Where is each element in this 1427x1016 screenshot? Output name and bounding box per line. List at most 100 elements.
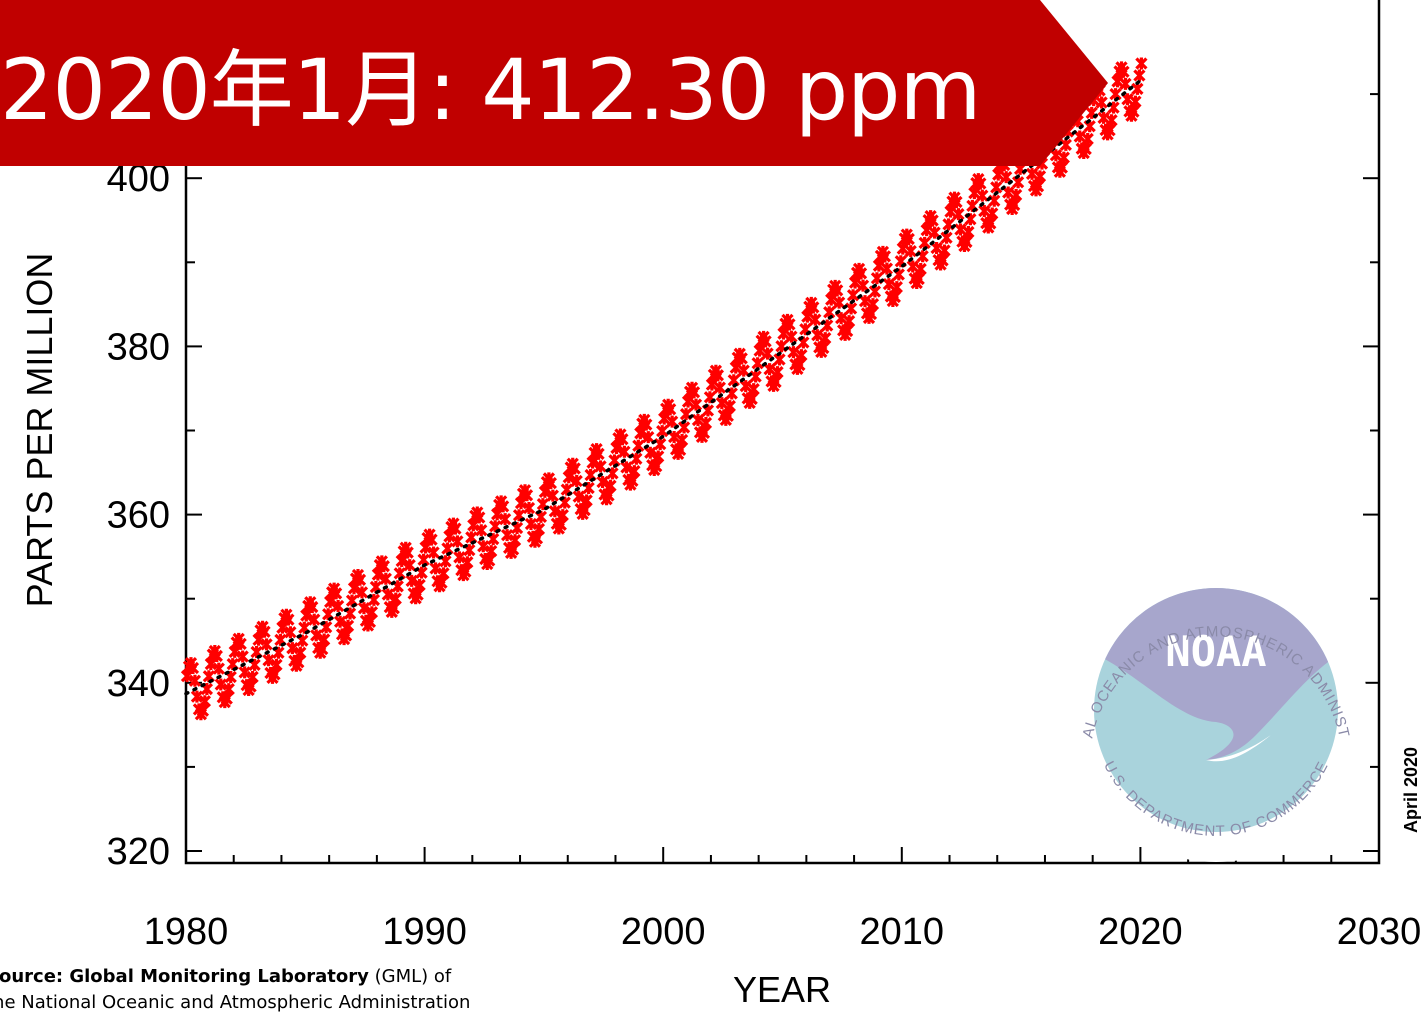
- monthly-mean-point: [840, 324, 854, 338]
- monthly-mean-point: [333, 615, 347, 628]
- monthly-mean-point: [785, 330, 798, 343]
- monthly-mean-point: [238, 666, 251, 679]
- date-stamp: April 2020: [1401, 747, 1421, 833]
- monthly-mean-point: [644, 446, 657, 459]
- monthly-mean-point: [198, 695, 212, 708]
- monthly-mean-point: [377, 560, 390, 573]
- monthly-mean-point: [282, 613, 295, 626]
- monthly-mean-point: [652, 450, 665, 463]
- monthly-mean-point: [882, 278, 896, 291]
- monthly-mean-point: [596, 475, 609, 489]
- x-tick-label: 2010: [860, 911, 945, 953]
- monthly-mean-point: [222, 683, 235, 696]
- monthly-mean-point: [723, 399, 736, 413]
- monthly-mean-point: [363, 615, 377, 628]
- monthly-mean-point: [196, 704, 210, 717]
- monthly-mean-point: [485, 545, 498, 558]
- monthly-mean-point: [844, 302, 858, 315]
- monthly-mean-point: [954, 223, 967, 236]
- monthly-mean-point: [546, 489, 559, 502]
- monthly-mean-point: [365, 606, 379, 619]
- monthly-mean-point: [962, 225, 975, 239]
- monthly-mean-point: [286, 642, 299, 655]
- monthly-mean-point: [429, 562, 442, 575]
- monthly-mean-point: [1025, 167, 1039, 181]
- monthly-mean-point: [329, 587, 343, 600]
- monthly-mean-point: [976, 189, 989, 202]
- monthly-mean-point: [562, 471, 575, 484]
- monthly-mean-point: [341, 619, 355, 633]
- source-note: Source: Global Monitoring Laboratory (GM…: [0, 964, 586, 1016]
- monthly-mean-point: [316, 642, 329, 656]
- monthly-mean-point: [477, 540, 490, 553]
- monthly-mean-point: [1081, 132, 1094, 146]
- monthly-mean-point: [974, 177, 987, 190]
- monthly-mean-point: [668, 430, 681, 444]
- monthly-mean-point: [1073, 130, 1086, 143]
- monthly-mean-point: [435, 576, 448, 589]
- monthly-mean-point: [1119, 77, 1132, 90]
- monthly-mean-point: [902, 232, 915, 246]
- noaa-logo-bird: [1094, 588, 1338, 760]
- monthly-mean-point: [437, 567, 450, 580]
- monthly-mean-point: [355, 586, 369, 599]
- monthly-mean-point: [461, 556, 474, 569]
- monthly-mean-point: [783, 318, 796, 331]
- monthly-mean-point: [473, 511, 486, 524]
- monthly-mean-point: [825, 293, 838, 306]
- monthly-mean-point: [737, 364, 750, 377]
- monthly-mean-point: [729, 361, 742, 374]
- monthly-mean-point: [640, 418, 653, 431]
- monthly-mean-point: [186, 661, 200, 675]
- monthly-mean-point: [506, 543, 520, 556]
- monthly-mean-point: [819, 331, 832, 345]
- monthly-mean-point: [986, 207, 999, 220]
- monthly-mean-point: [739, 379, 752, 393]
- monthly-mean-point: [817, 341, 830, 355]
- monthly-mean-point: [697, 426, 711, 440]
- monthly-mean-point: [854, 267, 868, 280]
- monthly-mean-point: [453, 551, 466, 564]
- monthly-mean-point: [379, 572, 392, 585]
- monthly-mean-point: [687, 386, 701, 399]
- monthly-mean-point: [715, 396, 728, 410]
- monthly-mean-point: [1135, 57, 1148, 70]
- monthly-mean-point: [787, 345, 800, 359]
- source-note-bold: Source: Global Monitoring Laboratory: [0, 966, 369, 987]
- x-axis-ticks: [185, 847, 1380, 863]
- monthly-mean-point: [411, 588, 424, 601]
- monthly-mean-point: [324, 595, 337, 609]
- x-axis-title: YEAR: [733, 969, 831, 1010]
- monthly-mean-point: [988, 194, 1001, 207]
- monthly-mean-point: [761, 347, 774, 360]
- monthly-mean-point: [713, 381, 726, 394]
- monthly-mean-point: [554, 518, 567, 531]
- monthly-mean-point: [759, 335, 772, 348]
- monthly-mean-point: [675, 433, 689, 447]
- monthly-mean-point: [634, 427, 647, 440]
- monthly-mean-point: [387, 602, 400, 615]
- monthly-mean-point: [749, 370, 762, 383]
- monthly-mean-point: [1129, 95, 1142, 108]
- monthly-mean-point: [212, 662, 225, 675]
- monthly-mean-point: [920, 223, 933, 237]
- monthly-mean-point: [592, 447, 605, 461]
- monthly-mean-point: [556, 508, 569, 522]
- x-tick-label: 2030: [1337, 911, 1422, 953]
- monthly-mean-point: [777, 327, 790, 340]
- value-banner-text: 2020年1月: 412.30 ppm: [0, 0, 981, 166]
- monthly-mean-point: [210, 649, 223, 663]
- monthly-mean-point: [878, 250, 892, 263]
- monthly-mean-point: [880, 262, 894, 275]
- monthly-mean-point: [858, 295, 872, 308]
- monthly-mean-point: [656, 424, 669, 438]
- monthly-mean-point: [809, 313, 822, 326]
- monthly-mean-point: [310, 629, 323, 642]
- monthly-mean-point: [914, 262, 927, 276]
- monthly-mean-point: [890, 281, 903, 294]
- monthly-mean-point: [771, 365, 784, 379]
- monthly-mean-point: [1002, 186, 1015, 199]
- monthly-mean-point: [284, 626, 297, 639]
- monthly-mean-point: [848, 276, 862, 289]
